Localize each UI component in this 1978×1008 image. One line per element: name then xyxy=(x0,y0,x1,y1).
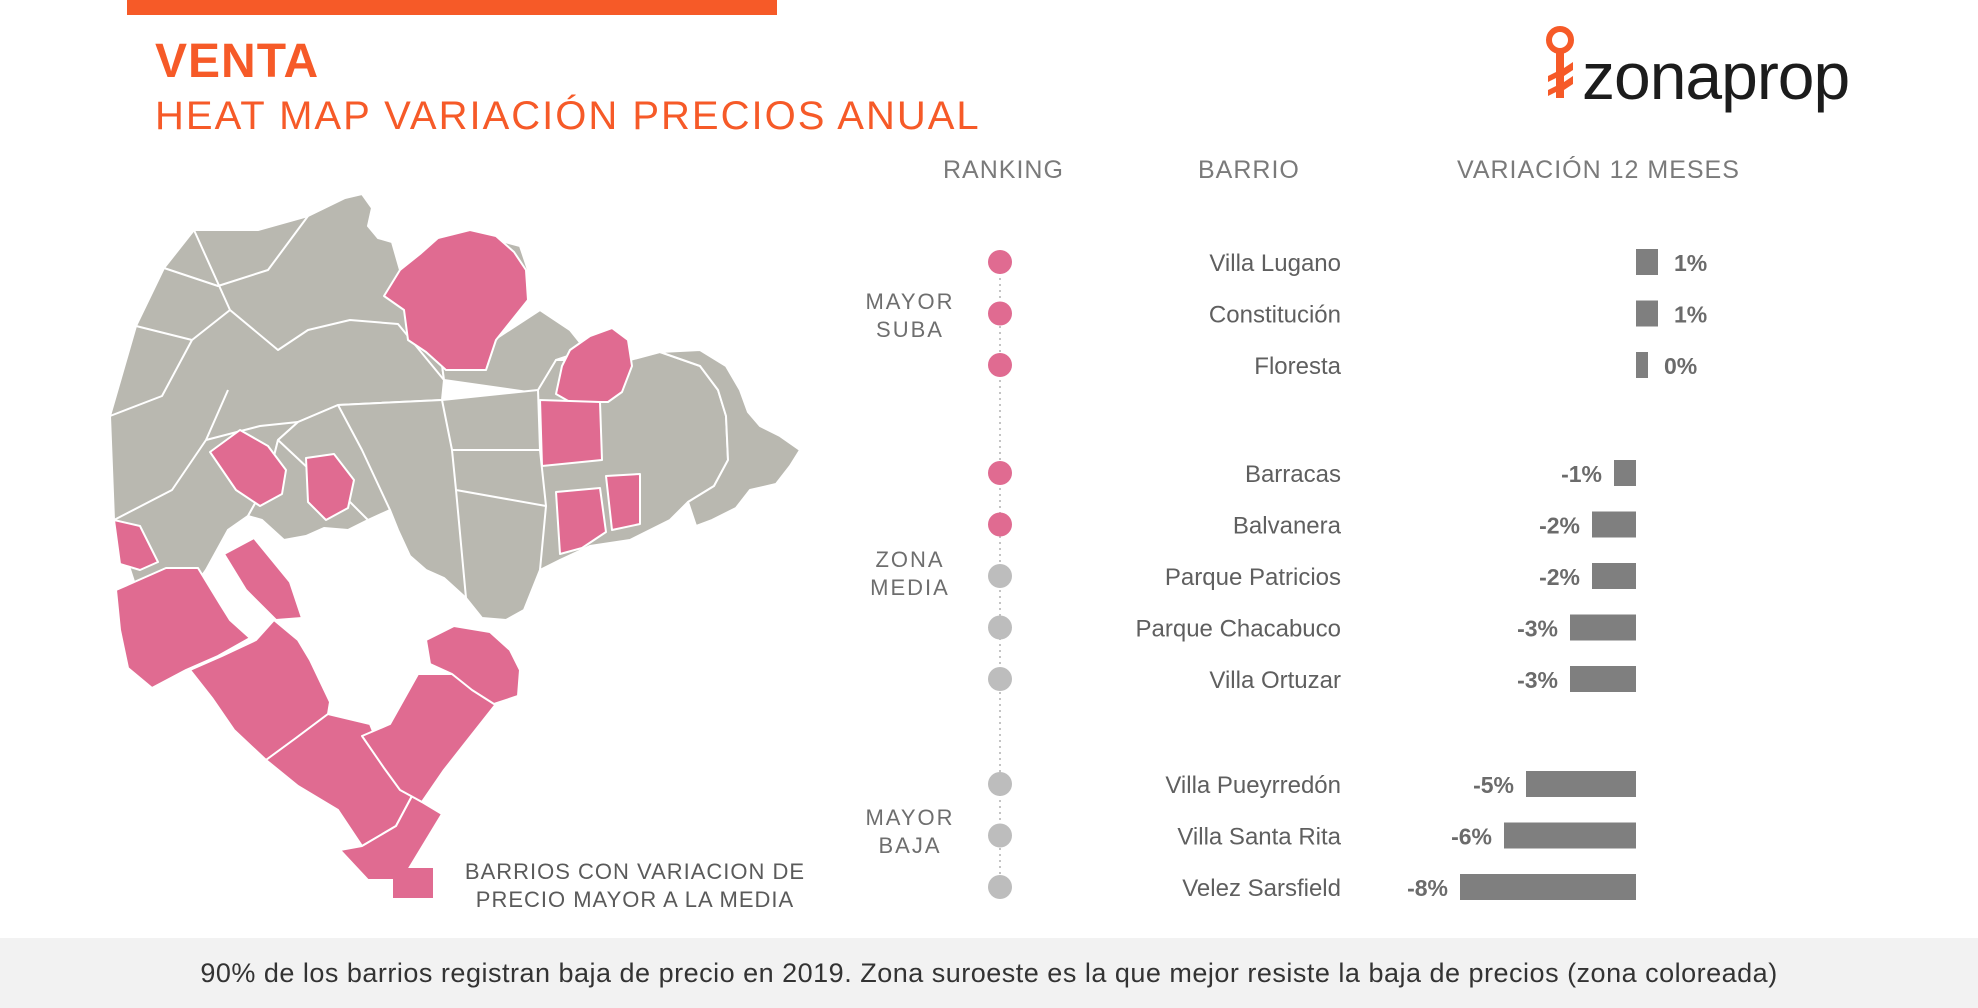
variation-value-label: -1% xyxy=(1561,461,1602,487)
legend-text: BARRIOS CON VARIACION DE PRECIO MAYOR A … xyxy=(450,858,820,914)
map-region-highlighted xyxy=(383,229,529,371)
barrio-label: Villa Pueyrredón xyxy=(1165,772,1341,799)
column-header-ranking: RANKING xyxy=(943,156,1064,184)
variation-value-label: -5% xyxy=(1473,772,1514,798)
map-region-highlighted xyxy=(425,625,521,705)
legend-line-2: PRECIO MAYOR A LA MEDIA xyxy=(475,887,795,912)
map-region-highlighted xyxy=(115,567,251,689)
group-label-bottom: MAYOR BAJA xyxy=(840,804,980,860)
variation-value-label: -3% xyxy=(1517,667,1558,693)
map-region xyxy=(659,349,801,527)
variation-value-label: -2% xyxy=(1539,564,1580,590)
key-icon xyxy=(1546,26,1574,98)
barrio-label: Parque Chacabuco xyxy=(1136,616,1341,643)
group-label-bottom-line1: MAYOR xyxy=(865,805,955,830)
barrio-label: Villa Santa Rita xyxy=(1177,824,1341,851)
variation-bar xyxy=(1636,352,1648,378)
group-label-middle-line2: MEDIA xyxy=(870,575,950,600)
ranking-dot xyxy=(988,667,1012,691)
variation-value-label: -2% xyxy=(1539,513,1580,539)
barrio-label: Velez Sarsfield xyxy=(1182,875,1341,902)
group-label-top-line2: SUBA xyxy=(876,317,944,342)
map-region-highlighted xyxy=(555,487,607,555)
group-label-bottom-line2: BAJA xyxy=(878,833,942,858)
group-label-top: MAYOR SUBA xyxy=(840,288,980,344)
legend-swatch xyxy=(393,868,433,898)
barrio-label: Constitución xyxy=(1209,302,1341,329)
map-region-highlighted xyxy=(305,453,355,521)
barrio-label: Villa Lugano xyxy=(1209,250,1341,277)
top-accent-bar xyxy=(127,0,777,15)
variation-bar xyxy=(1460,874,1636,900)
variation-bar xyxy=(1570,666,1636,692)
variation-value-label: 1% xyxy=(1674,250,1707,276)
page-subtitle: HEAT MAP VARIACIÓN PRECIOS ANUAL xyxy=(155,94,981,138)
variation-value-label: -6% xyxy=(1451,824,1492,850)
barrio-label: Parque Patricios xyxy=(1165,564,1341,591)
legend-line-1: BARRIOS CON VARIACION DE xyxy=(464,859,806,884)
ranking-dot xyxy=(988,250,1012,274)
map-region-highlighted xyxy=(223,537,303,621)
variation-value-label: 1% xyxy=(1674,302,1707,328)
variation-bar xyxy=(1570,614,1636,641)
logo-text: zonaprop xyxy=(1582,39,1850,113)
map-region-highlighted xyxy=(361,673,497,803)
neighborhood-heat-map xyxy=(109,193,801,881)
ranking-dot xyxy=(988,353,1012,377)
variation-bar xyxy=(1592,563,1636,589)
variation-bar xyxy=(1636,249,1658,275)
page-title: VENTA xyxy=(155,35,320,88)
column-header-variation: VARIACIÓN 12 MESES xyxy=(1457,156,1740,184)
footer: 90% de los barrios registran baja de pre… xyxy=(0,938,1978,1008)
variation-value-label: -8% xyxy=(1407,875,1448,901)
group-label-middle-line1: ZONA xyxy=(875,547,945,572)
ranking-dot xyxy=(988,875,1012,899)
ranking-dot xyxy=(988,772,1012,796)
ranking-dot xyxy=(988,461,1012,485)
ranking-dot xyxy=(988,301,1012,326)
ranking-dot xyxy=(988,564,1012,588)
variation-bar xyxy=(1526,771,1636,797)
footer-text: 90% de los barrios registran baja de pre… xyxy=(200,958,1778,988)
map-region-highlighted xyxy=(605,473,641,531)
map-region-highlighted xyxy=(209,429,287,507)
group-label-top-line1: MAYOR xyxy=(865,289,955,314)
variation-bar xyxy=(1592,511,1636,538)
barrio-label: Barracas xyxy=(1245,461,1341,488)
map-region-highlighted xyxy=(189,619,331,761)
variation-value-label: -3% xyxy=(1517,616,1558,642)
ranking-dot xyxy=(988,823,1012,848)
variation-value-label: 0% xyxy=(1664,353,1697,379)
ranking-dot xyxy=(988,615,1012,640)
variation-bar xyxy=(1614,460,1636,486)
variation-bar xyxy=(1636,300,1658,327)
barrio-label: Villa Ortuzar xyxy=(1209,667,1341,694)
barrio-label: Balvanera xyxy=(1233,513,1342,540)
map-region-highlighted xyxy=(113,519,159,571)
column-header-barrio: BARRIO xyxy=(1198,156,1300,184)
map-region-highlighted xyxy=(539,399,603,467)
group-label-middle: ZONA MEDIA xyxy=(840,546,980,602)
ranking-dot xyxy=(988,512,1012,537)
zonaprop-logo: zonaprop xyxy=(1540,24,1920,114)
barrio-label: Floresta xyxy=(1254,353,1341,380)
variation-bar xyxy=(1504,822,1636,849)
